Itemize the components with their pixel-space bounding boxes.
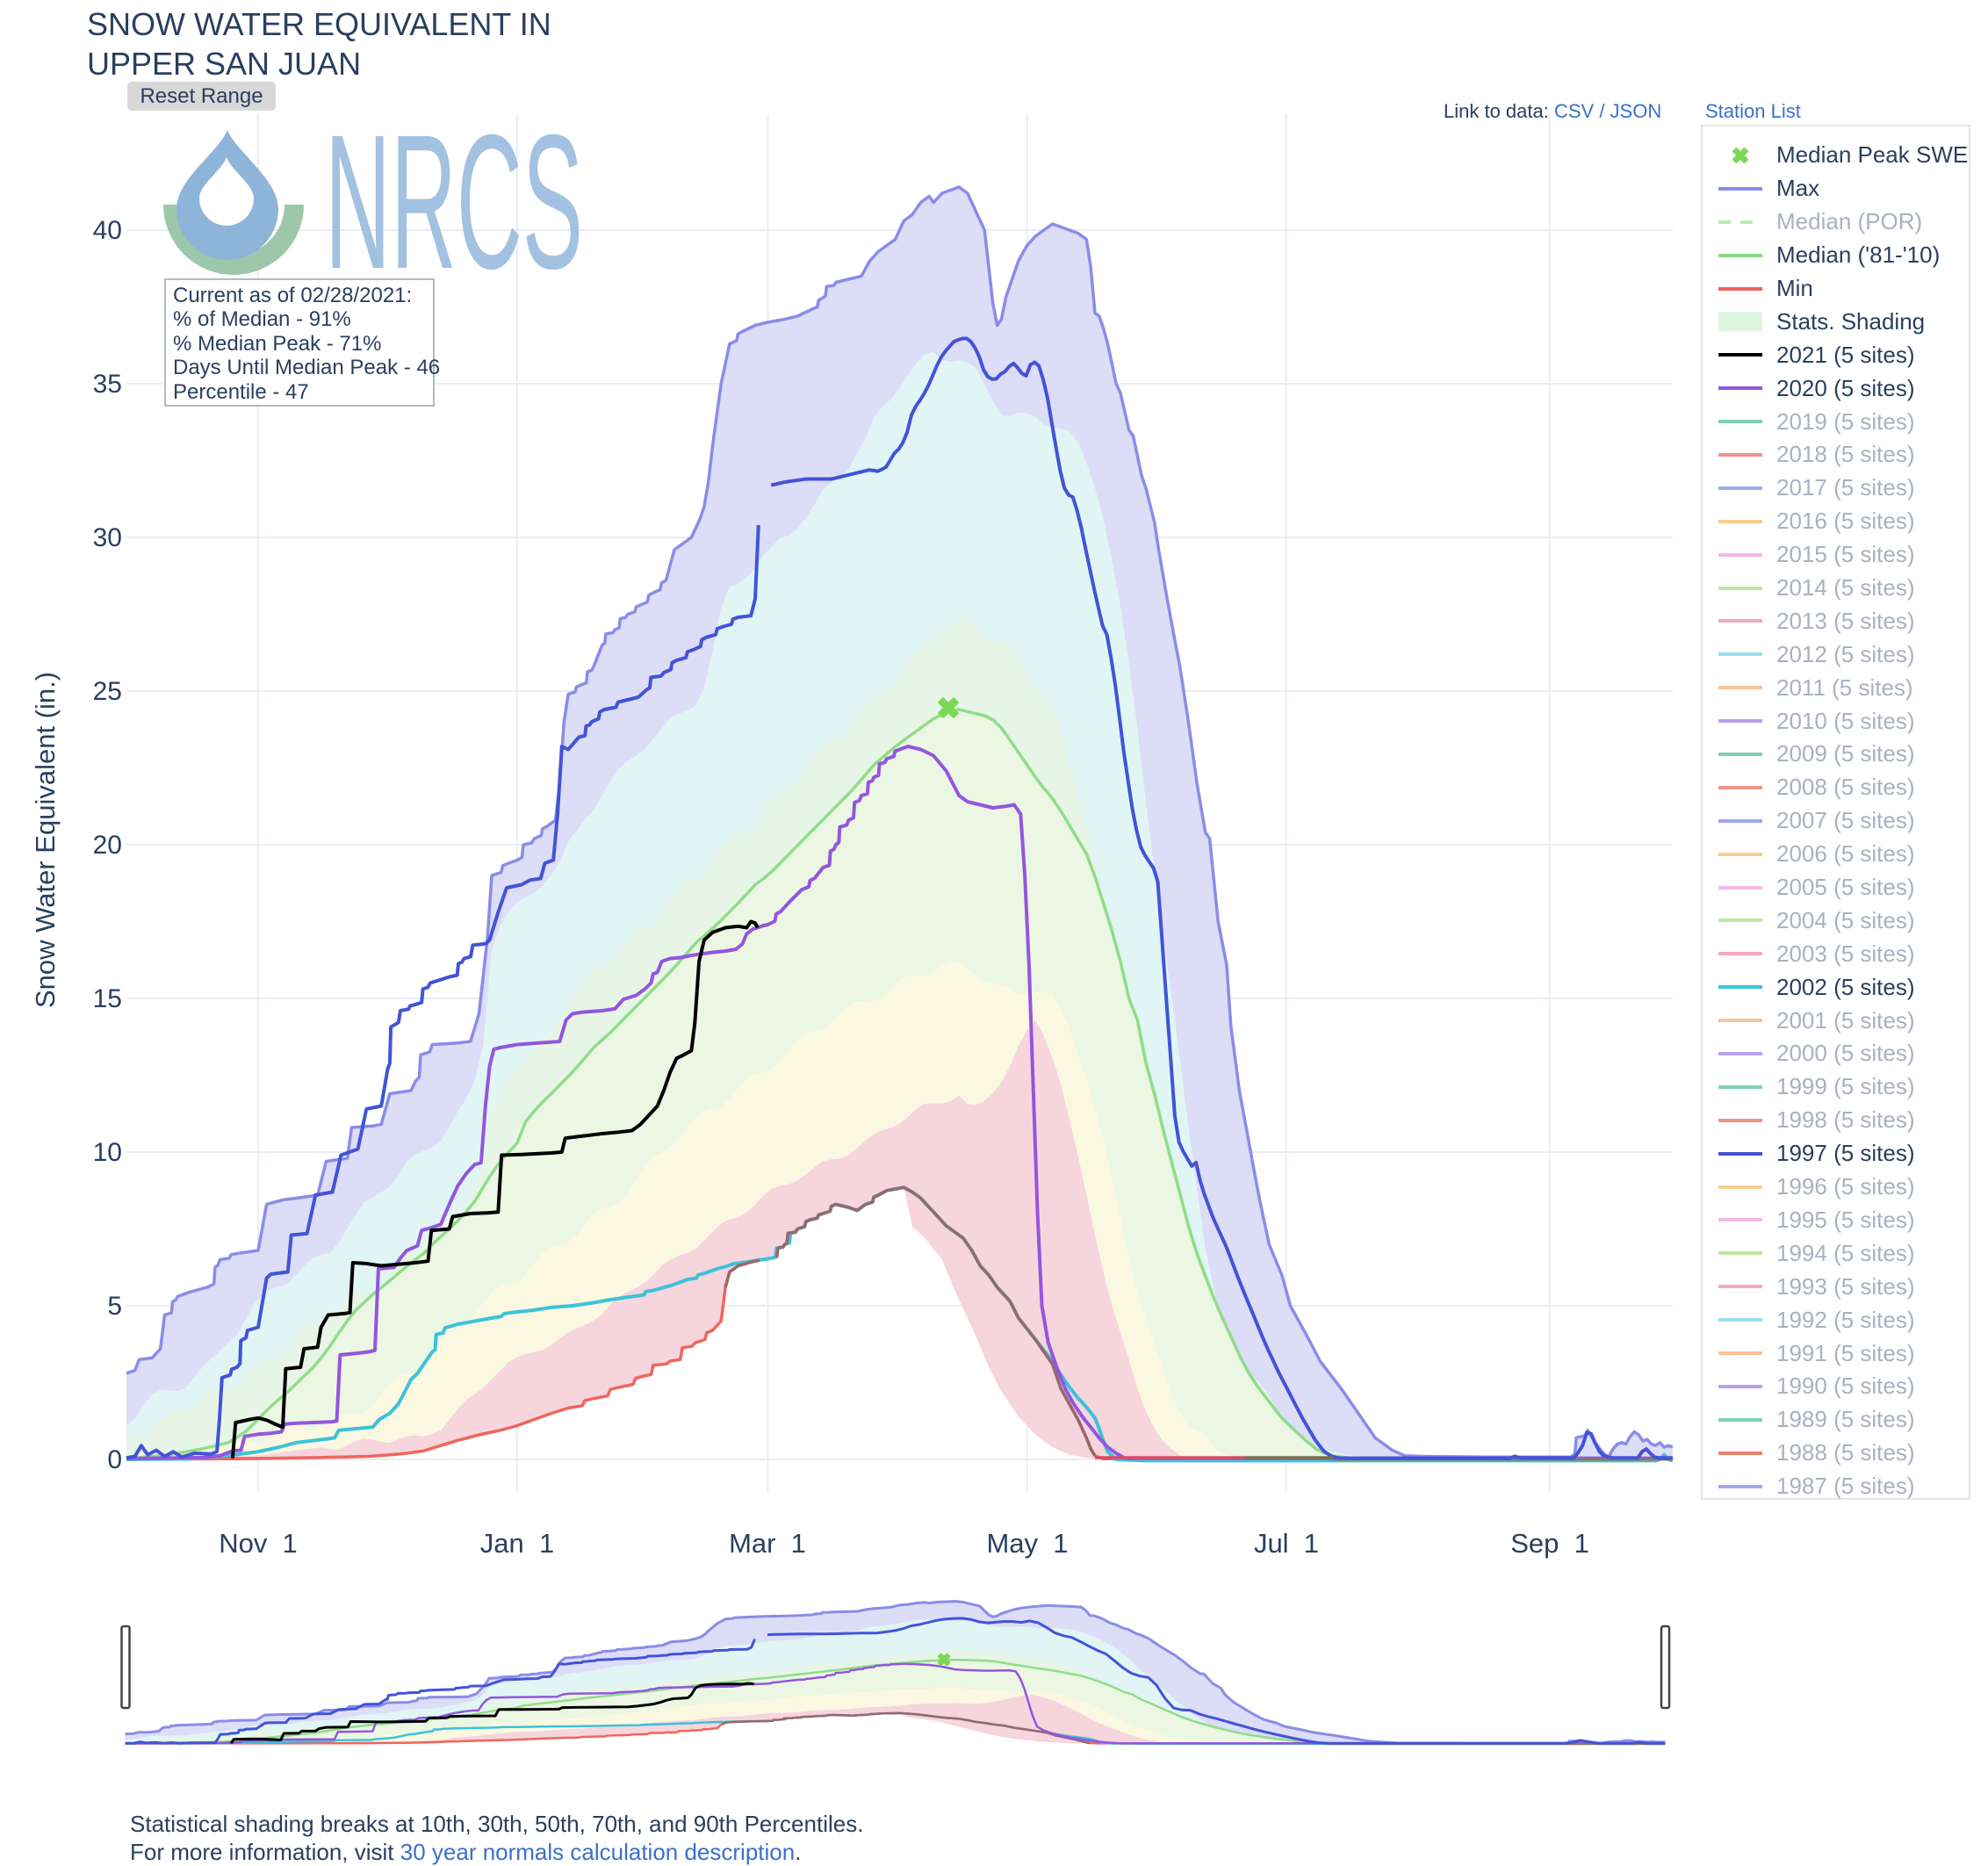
svg-text:NRCS: NRCS — [325, 114, 583, 290]
